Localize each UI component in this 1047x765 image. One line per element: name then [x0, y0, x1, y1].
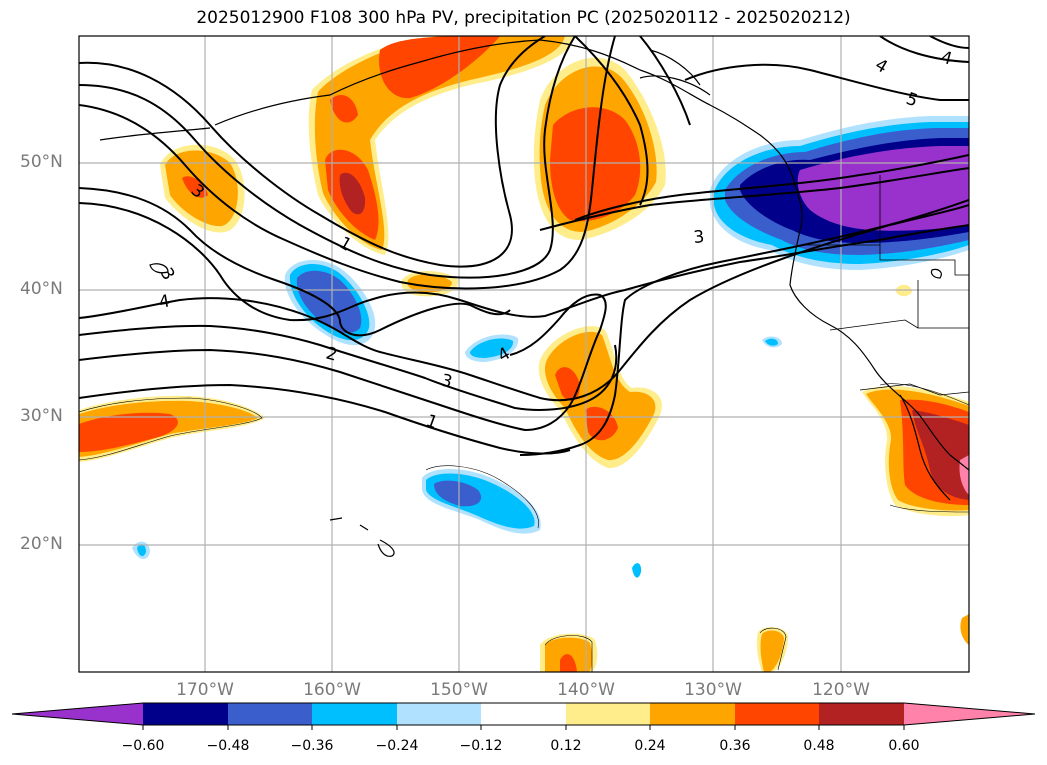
- colorbar-segment: [312, 703, 397, 725]
- colorbar-tick-label: 0.48: [803, 738, 835, 754]
- lat-label: 50°N: [20, 152, 63, 172]
- map-plot-area: 4 3 4 5 3 1 4 2 3 1 3 4: [79, 36, 969, 672]
- anomaly-blob: [296, 270, 362, 334]
- lat-label: 20°N: [20, 534, 63, 554]
- colorbar-segment: [143, 703, 228, 725]
- colorbar-tick-label: −0.12: [459, 738, 503, 754]
- colorbar-segment: [481, 703, 566, 725]
- anomaly-blob: [632, 563, 642, 578]
- colorbar-tick-label: 0.12: [550, 738, 582, 754]
- anomaly-blob: [434, 480, 482, 507]
- anomaly-blob: [560, 654, 577, 672]
- anomaly-blob: [314, 36, 565, 250]
- colorbar-tick-label: 0.36: [719, 738, 751, 754]
- coastlines: [99, 39, 969, 557]
- lat-label: 30°N: [20, 406, 63, 426]
- colorbar-tick-label: −0.60: [121, 738, 165, 754]
- contour-label: 4: [157, 291, 171, 313]
- contour-label: 5: [903, 89, 920, 111]
- map-frame: [78, 35, 970, 673]
- anomaly-blob: [544, 331, 656, 461]
- lat-label: 40°N: [20, 279, 63, 299]
- map-title: 2025012900 F108 300 hPa PV, precipitatio…: [196, 8, 851, 28]
- colorbar-segment: [228, 703, 312, 725]
- colorbar-tick-label: −0.48: [206, 738, 250, 754]
- anomaly-blob: [765, 338, 778, 346]
- contour-label: 4: [939, 48, 955, 70]
- contour-label: 3: [693, 227, 706, 248]
- colorbar-segment: [650, 703, 735, 725]
- pv-contours: [79, 36, 969, 456]
- colorbar-segment: [397, 703, 481, 725]
- anomaly-blob: [379, 36, 500, 99]
- colorbar-tick-label: −0.36: [290, 738, 334, 754]
- lon-label: 170°W: [176, 680, 234, 700]
- colorbar-tick-label: 0.60: [888, 738, 920, 754]
- positive-anomaly-fills: [79, 36, 969, 672]
- colorbar-segment: [735, 703, 819, 725]
- political-borders: [805, 175, 969, 396]
- colorbar-segment: [566, 703, 650, 725]
- lon-label: 140°W: [557, 680, 615, 700]
- anomaly-blob: [330, 95, 358, 123]
- colorbar-arrow-right: [904, 703, 1035, 725]
- colorbar-tick-label: 0.24: [634, 738, 666, 754]
- contour-label: 2: [324, 344, 340, 366]
- anomaly-blob: [79, 412, 178, 452]
- contour-label: 3: [156, 265, 179, 284]
- colorbar: [11, 702, 1036, 730]
- lon-label: 160°W: [303, 680, 361, 700]
- colorbar-arrow-left: [12, 703, 143, 725]
- contour-label: 3: [439, 371, 455, 393]
- contour-label: 4: [872, 55, 891, 78]
- graticule: [79, 36, 969, 672]
- lon-label: 120°W: [812, 680, 870, 700]
- anomaly-blob: [960, 614, 969, 645]
- anomaly-blob: [470, 338, 514, 358]
- anomaly-blob: [137, 544, 146, 557]
- colorbar-tick-label: −0.24: [375, 738, 419, 754]
- anomaly-blob: [555, 367, 580, 401]
- anomaly-blob: [912, 410, 969, 500]
- anomaly-blob: [760, 630, 784, 672]
- negative-anomaly-fills: [132, 116, 969, 578]
- anomaly-blob: [182, 176, 208, 198]
- colorbar-segment: [819, 703, 904, 725]
- anomaly-blob: [339, 172, 366, 215]
- lon-label: 130°W: [684, 680, 742, 700]
- lon-label: 150°W: [430, 680, 488, 700]
